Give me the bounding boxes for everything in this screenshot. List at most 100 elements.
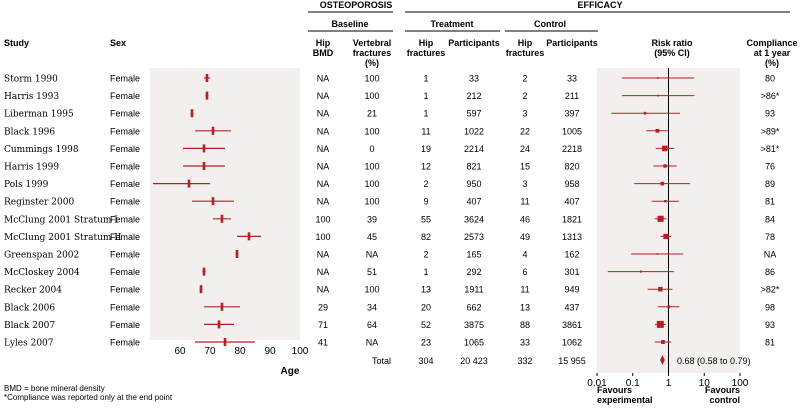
- hip-bmd-cell: 100: [315, 214, 330, 224]
- hip-bmd-cell: 100: [315, 232, 330, 242]
- hip-fractures-control-cell: 11: [520, 197, 529, 207]
- hip-fractures-control-cell: 46: [520, 214, 530, 224]
- study-name: McClung 2001 Stratum I: [4, 215, 118, 225]
- participants-treatment-cell: 2573: [464, 232, 484, 242]
- participants-c-header: Participants: [546, 38, 598, 48]
- hip-fractures-control-cell: 2: [522, 91, 527, 101]
- study-name: Storm 1990: [4, 75, 58, 85]
- compliance-header-1: Compliance: [746, 38, 797, 48]
- hip-bmd-cell: NA: [317, 197, 330, 207]
- sex-cell: Female: [110, 232, 140, 242]
- sex-header: Sex: [110, 38, 126, 48]
- hip-fractures-treatment-cell: 9: [423, 197, 428, 207]
- rr-point-marker: [663, 233, 669, 239]
- risk-ratio-header-2: (95% CI): [654, 48, 690, 58]
- hip-fractures-control-cell: 4: [522, 250, 527, 260]
- compliance-cell: 76: [765, 162, 775, 172]
- rr-point-marker: [664, 200, 667, 203]
- age-mean-marker: [217, 320, 221, 329]
- compliance-cell: >86*: [761, 91, 780, 101]
- participants-treatment-cell: 33: [469, 74, 479, 84]
- rr-tick-label: 0.1: [626, 378, 640, 389]
- compliance-cell: 93: [765, 320, 775, 330]
- hip-bmd-cell: 29: [318, 302, 328, 312]
- age-mean-marker: [247, 232, 251, 241]
- hip-fractures-treatment-cell: 1: [423, 74, 428, 84]
- vertebral-cell: 100: [364, 126, 379, 136]
- sex-cell: Female: [110, 109, 140, 119]
- sex-cell: Female: [110, 74, 140, 84]
- favours-control-1: Favours: [705, 385, 740, 395]
- vertebral-cell: 100: [364, 179, 379, 189]
- compliance-cell: NA: [764, 250, 777, 260]
- hip-fractures-treatment-cell: 13: [421, 285, 431, 295]
- age-tick-label: 90: [264, 346, 276, 357]
- rr-point-marker: [667, 305, 671, 309]
- total-label: Total: [372, 356, 391, 366]
- hip-fractures-treatment-cell: 1: [423, 267, 428, 277]
- hip-bmd-cell: 71: [318, 320, 328, 330]
- compliance-cell: 86: [765, 267, 775, 277]
- sex-cell: Female: [110, 302, 140, 312]
- age-mean-marker: [202, 162, 206, 170]
- study-name: Harris 1993: [4, 92, 59, 102]
- vertebral-header-2: fractures: [353, 48, 392, 58]
- favours-control-2: control: [710, 395, 741, 405]
- rr-point-marker: [658, 286, 663, 292]
- hip-fractures-control-cell: 22: [520, 126, 530, 136]
- age-mean-marker: [202, 144, 206, 153]
- participants-control-cell: 949: [564, 285, 579, 295]
- hip-fractures-treatment-cell: 12: [421, 162, 431, 172]
- participants-treatment-cell: 165: [466, 250, 481, 260]
- participants-treatment-cell: 1065: [464, 338, 484, 348]
- compliance-header-3: (%): [765, 58, 779, 68]
- vertebral-cell: 45: [367, 232, 377, 242]
- age-mean-marker: [211, 197, 215, 206]
- vertebral-header-3: (%): [365, 58, 379, 68]
- study-name: Black 1996: [4, 127, 55, 137]
- study-name: Lyles 2007: [4, 339, 54, 349]
- vertebral-cell: 100: [364, 74, 379, 84]
- compliance-cell: >82*: [761, 285, 780, 295]
- participants-treatment-cell: 662: [466, 302, 481, 312]
- sex-cell: Female: [110, 144, 140, 154]
- hip-fractures-c-header-1: Hip: [518, 38, 533, 48]
- participants-control-cell: 1062: [562, 338, 582, 348]
- hip-fractures-control-cell: 2: [522, 74, 527, 84]
- total-risk-ratio-text: 0.68 (0.58 to 0.79): [677, 356, 751, 366]
- participants-treatment-cell: 1911: [464, 285, 483, 295]
- participants-treatment-cell: 950: [466, 179, 481, 189]
- rr-tick-label: 1: [666, 378, 672, 389]
- age-mean-marker: [202, 267, 206, 276]
- compliance-cell: 89: [765, 179, 775, 189]
- age-axis-label: Age: [281, 366, 300, 377]
- hip-fractures-control-cell: 15: [520, 162, 530, 172]
- compliance-cell: 98: [765, 302, 775, 312]
- vertebral-cell: 100: [364, 91, 379, 101]
- participants-treatment-cell: 1022: [464, 126, 484, 136]
- participants-control-cell: 820: [564, 162, 579, 172]
- hip-fractures-control-cell: 33: [520, 338, 530, 348]
- rr-point-marker: [662, 145, 668, 152]
- vertebral-cell: 64: [367, 320, 377, 330]
- hip-fractures-treatment-cell: 2: [423, 179, 428, 189]
- hip-bmd-cell: 41: [318, 338, 328, 348]
- vertebral-cell: 51: [367, 267, 377, 277]
- rr-point-marker: [656, 320, 664, 328]
- hip-fractures-t-header-1: Hip: [419, 38, 434, 48]
- vertebral-cell: NA: [366, 338, 379, 348]
- participants-treatment-cell: 2214: [464, 144, 484, 154]
- vertebral-cell: 21: [367, 109, 377, 119]
- vertebral-cell: 0: [369, 144, 374, 154]
- pooled-estimate-diamond: [660, 355, 665, 365]
- vertebral-header-1: Vertebral: [353, 38, 392, 48]
- hip-fractures-control-cell: 88: [520, 320, 530, 330]
- sex-cell: Female: [110, 285, 140, 295]
- sex-cell: Female: [110, 91, 140, 101]
- participants-treatment-cell: 407: [466, 197, 481, 207]
- hip-fractures-t-header-2: fractures: [407, 48, 446, 58]
- age-mean-marker: [220, 302, 224, 311]
- total-hip-control: 332: [517, 356, 532, 366]
- age-marks: [153, 74, 261, 346]
